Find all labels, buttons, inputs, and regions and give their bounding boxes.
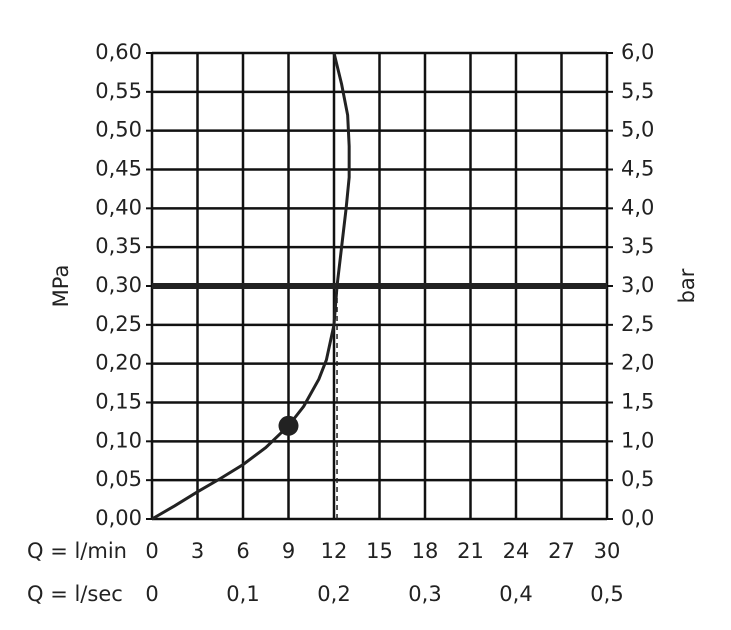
y2-tick-label: 4,5 xyxy=(621,157,654,181)
y2-tick-label: 3,0 xyxy=(621,273,654,297)
x-axis-title: Q = l/min xyxy=(27,539,127,563)
y2-tick-label: 1,0 xyxy=(621,428,654,452)
x-tick-label: 3 xyxy=(191,539,204,563)
y-tick-label: 0,00 xyxy=(95,506,142,530)
x2-tick-label: 0,2 xyxy=(317,582,350,606)
x-tick-label: 18 xyxy=(412,539,439,563)
y2-tick-label: 1,5 xyxy=(621,390,654,414)
x-tick-label: 24 xyxy=(503,539,530,563)
x-tick-label: 30 xyxy=(594,539,621,563)
y-tick-label: 0,45 xyxy=(95,157,142,181)
x2-axis-title: Q = l/sec xyxy=(27,582,123,606)
y2-tick-label: 5,0 xyxy=(621,118,654,142)
x2-tick-label: 0,1 xyxy=(226,582,259,606)
x-tick-label: 27 xyxy=(548,539,575,563)
y2-tick-label: 5,5 xyxy=(621,79,654,103)
y2-tick-label: 0,5 xyxy=(621,467,654,491)
y2-tick-label: 2,5 xyxy=(621,312,654,336)
y-tick-label: 0,30 xyxy=(95,273,142,297)
x-tick-label: 6 xyxy=(236,539,249,563)
y2-tick-label: 4,0 xyxy=(621,195,654,219)
y-tick-label: 0,35 xyxy=(95,234,142,258)
y2-axis-title: bar xyxy=(675,268,699,303)
x-tick-label: 9 xyxy=(282,539,295,563)
y2-tick-label: 6,0 xyxy=(621,40,654,64)
x2-tick-label: 0,5 xyxy=(590,582,623,606)
y-tick-label: 0,05 xyxy=(95,467,142,491)
y-tick-label: 0,25 xyxy=(95,312,142,336)
x-tick-label: 21 xyxy=(457,539,484,563)
x-tick-label: 12 xyxy=(321,539,348,563)
y-tick-label: 0,50 xyxy=(95,118,142,142)
marker-point xyxy=(278,415,299,436)
y-tick-label: 0,20 xyxy=(95,351,142,375)
y2-tick-label: 0,0 xyxy=(621,506,654,530)
x-tick-label: 15 xyxy=(366,539,393,563)
y2-tick-label: 2,0 xyxy=(621,351,654,375)
y-tick-label: 0,40 xyxy=(95,195,142,219)
x2-tick-label: 0,4 xyxy=(499,582,532,606)
line xyxy=(151,52,351,521)
y2-tick-label: 3,5 xyxy=(621,234,654,258)
y-tick-label: 0,15 xyxy=(95,390,142,414)
x2-tick-label: 0 xyxy=(145,582,158,606)
x2-tick-label: 0,3 xyxy=(408,582,441,606)
y-tick-label: 0,55 xyxy=(95,79,142,103)
y-tick-label: 0,60 xyxy=(95,40,142,64)
x-tick-label: 0 xyxy=(145,539,158,563)
y-axis-title: MPa xyxy=(49,265,73,308)
y-tick-label: 0,10 xyxy=(95,428,142,452)
